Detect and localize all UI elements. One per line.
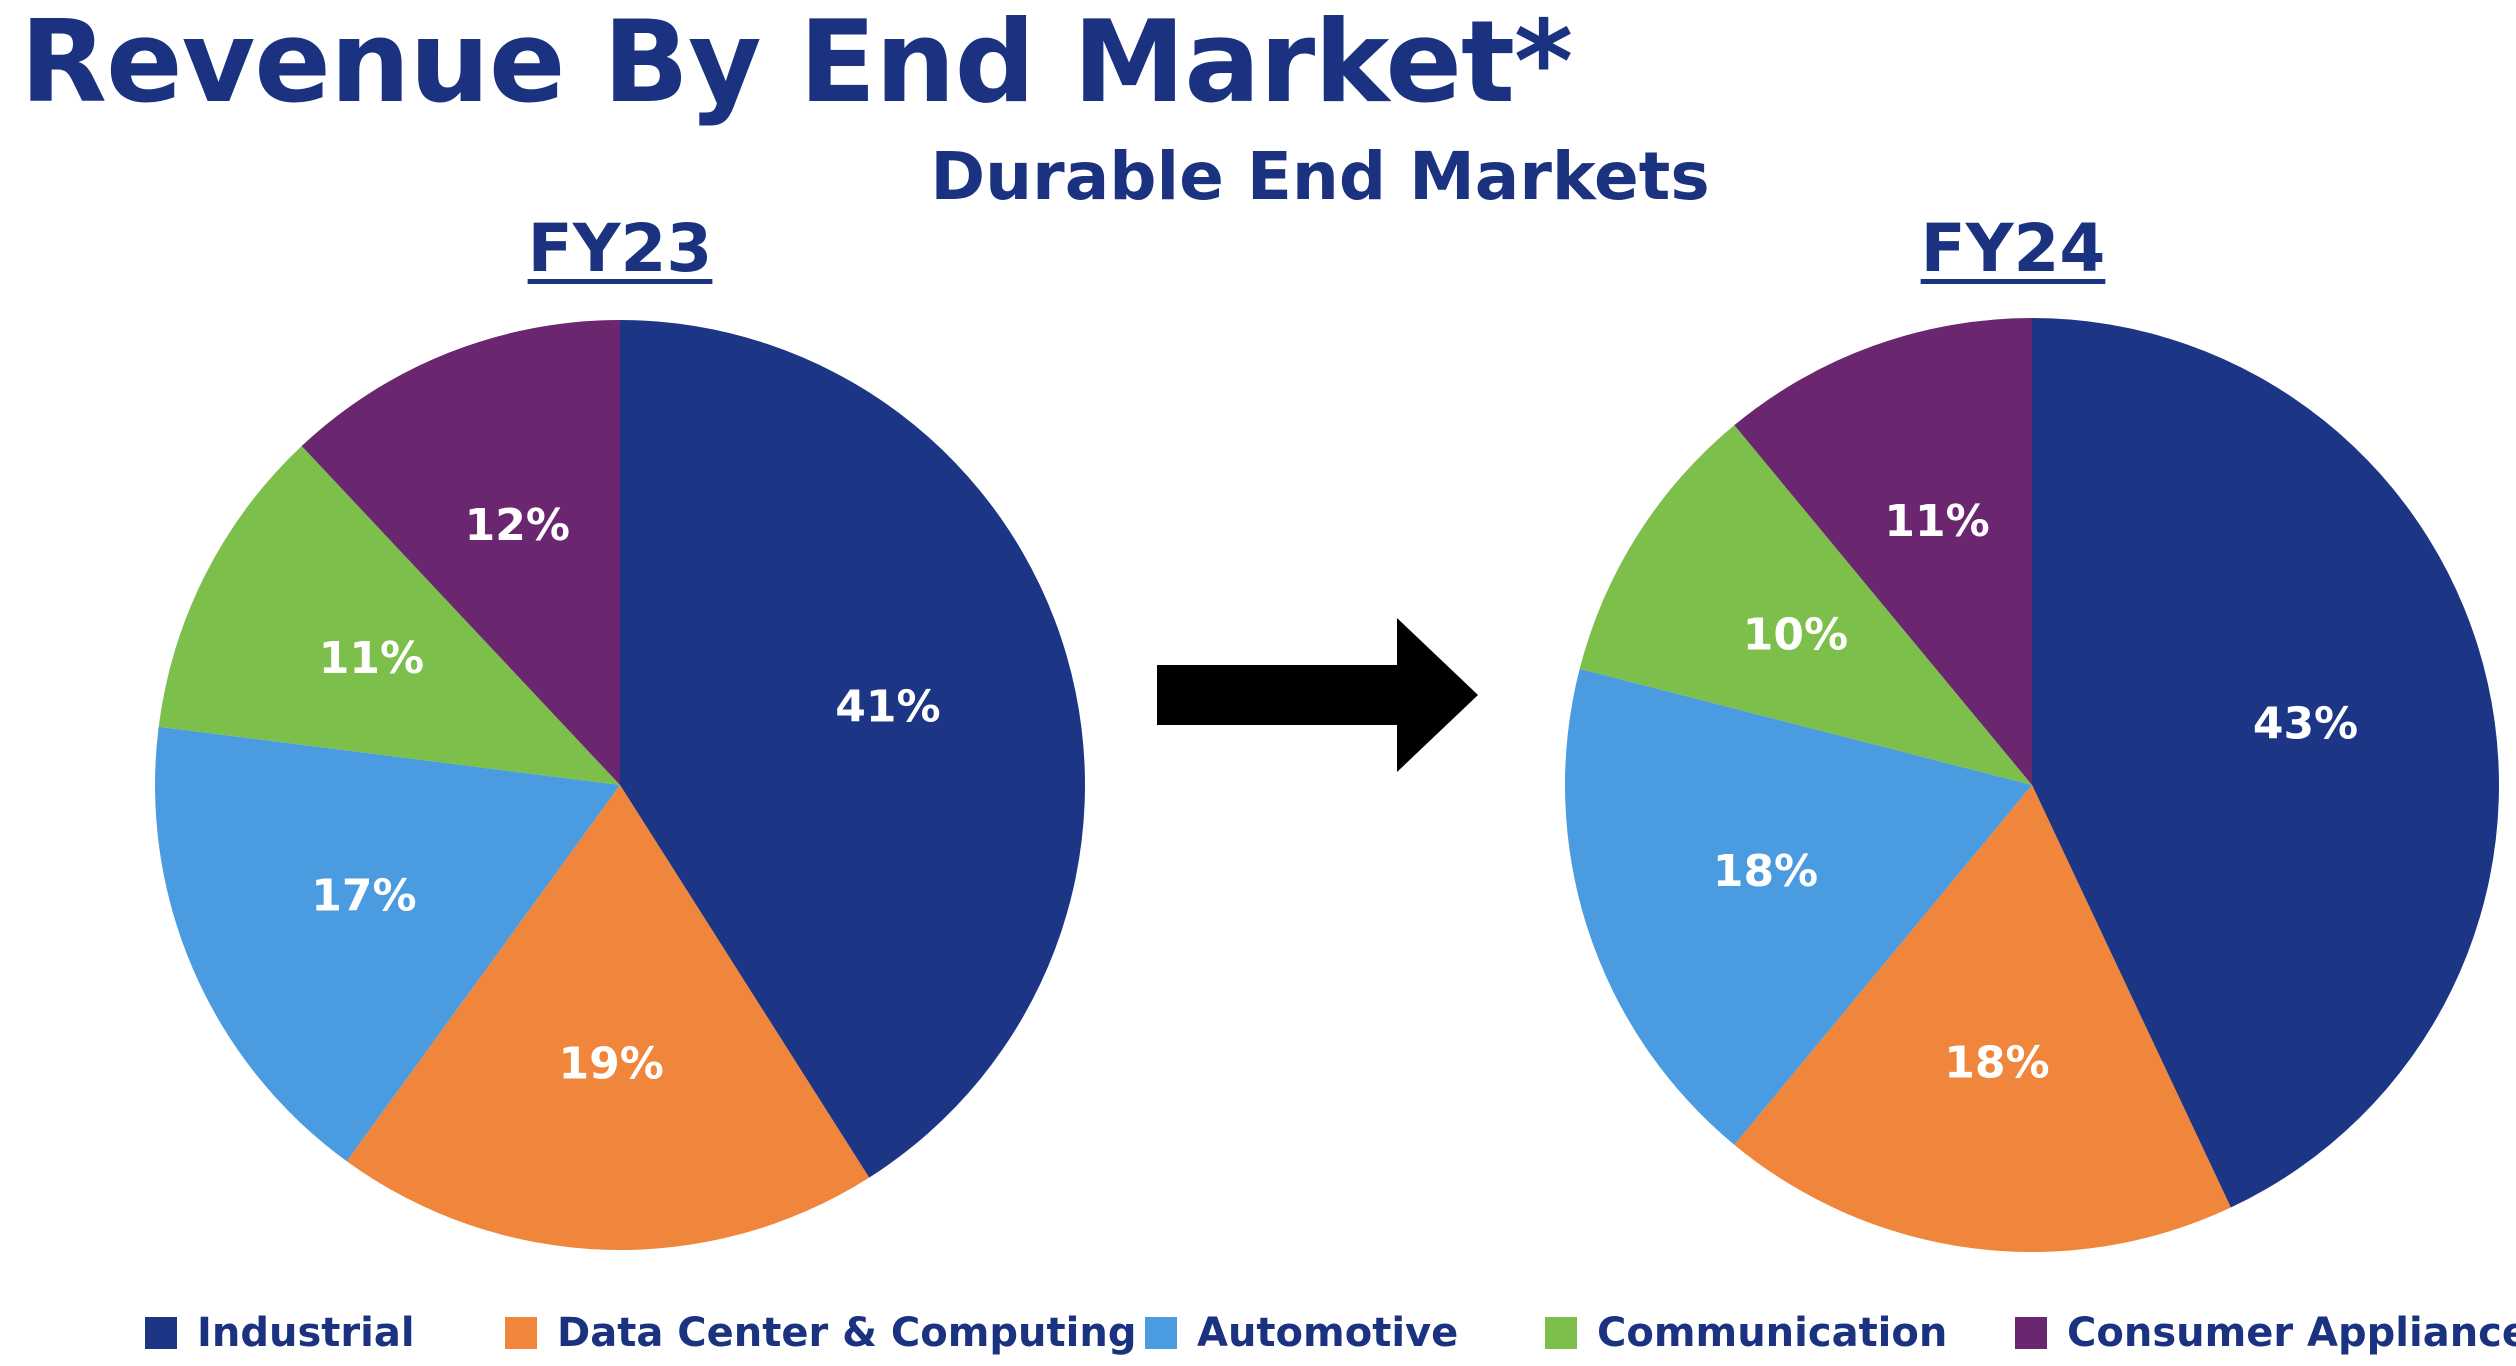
pie-slice-automotive [155, 726, 620, 1162]
legend-label: Automotive [1197, 1310, 1459, 1356]
pie-slice-consumer-appliance [1734, 318, 2032, 785]
right-arrow-icon [1157, 618, 1478, 772]
legend-swatch-communication [1545, 1317, 1577, 1349]
legend-label: Data Center & Computing [557, 1310, 1137, 1356]
slice-label-communication: 10% [1743, 609, 1848, 660]
legend-item-data-center: Data Center & Computing [505, 1303, 1136, 1363]
pie-slice-data-center-and-computing [1734, 785, 2231, 1252]
slice-label-industrial: 41% [835, 682, 940, 733]
pie-slice-communication [158, 446, 621, 785]
chart-legend: Industrial Data Center & Computing Autom… [0, 1303, 2516, 1363]
slice-label-data-center-and-computing: 19% [559, 1038, 664, 1089]
slice-label-consumer-appliance: 11% [1884, 496, 1989, 547]
pie-slice-automotive [1564, 668, 2032, 1145]
pie-chart-fy24: 43% 18% 18% 10% 11% [1564, 318, 2499, 1252]
main-title: Revenue By End Market* [20, 0, 1573, 128]
slice-label-data-center-and-computing: 18% [1944, 1038, 2049, 1089]
legend-label: Industrial [197, 1310, 415, 1356]
pie-title-fy24: FY24 [1920, 210, 2106, 287]
legend-item-consumer-appliance: Consumer Appliance [2015, 1303, 2516, 1363]
legend-item-automotive: Automotive [1145, 1303, 1458, 1363]
legend-label: Consumer Appliance [2067, 1310, 2516, 1356]
legend-swatch-automotive [1145, 1317, 1177, 1349]
pie-slice-data-center-and-computing [346, 785, 870, 1250]
legend-label: Communication [1597, 1310, 1948, 1356]
slice-label-automotive: 18% [1713, 846, 1818, 897]
slice-label-consumer-appliance: 12% [465, 500, 570, 551]
chart-subtitle: Durable End Markets [930, 138, 1710, 215]
pie-chart-fy23: 41% 19% 17% 11% 12% [155, 320, 1085, 1250]
legend-swatch-data-center [505, 1317, 537, 1349]
pie-slice-industrial [620, 320, 1085, 1178]
legend-item-industrial: Industrial [145, 1303, 415, 1363]
legend-swatch-consumer-appliance [2015, 1317, 2047, 1349]
slice-label-automotive: 17% [311, 870, 416, 921]
pie-slice-industrial [2032, 318, 2499, 1208]
pie-title-fy23: FY23 [527, 210, 713, 287]
legend-item-communication: Communication [1545, 1303, 1947, 1363]
pie-slice-communication [1579, 425, 2032, 785]
legend-swatch-industrial [145, 1317, 177, 1349]
slice-label-industrial: 43% [2253, 698, 2358, 749]
pie-slice-consumer-appliance [301, 320, 620, 785]
pie-charts: 41% 19% 17% 11% 12% 43% 18% 18% 10% 11% [155, 318, 2499, 1252]
slice-label-communication: 11% [319, 633, 424, 684]
